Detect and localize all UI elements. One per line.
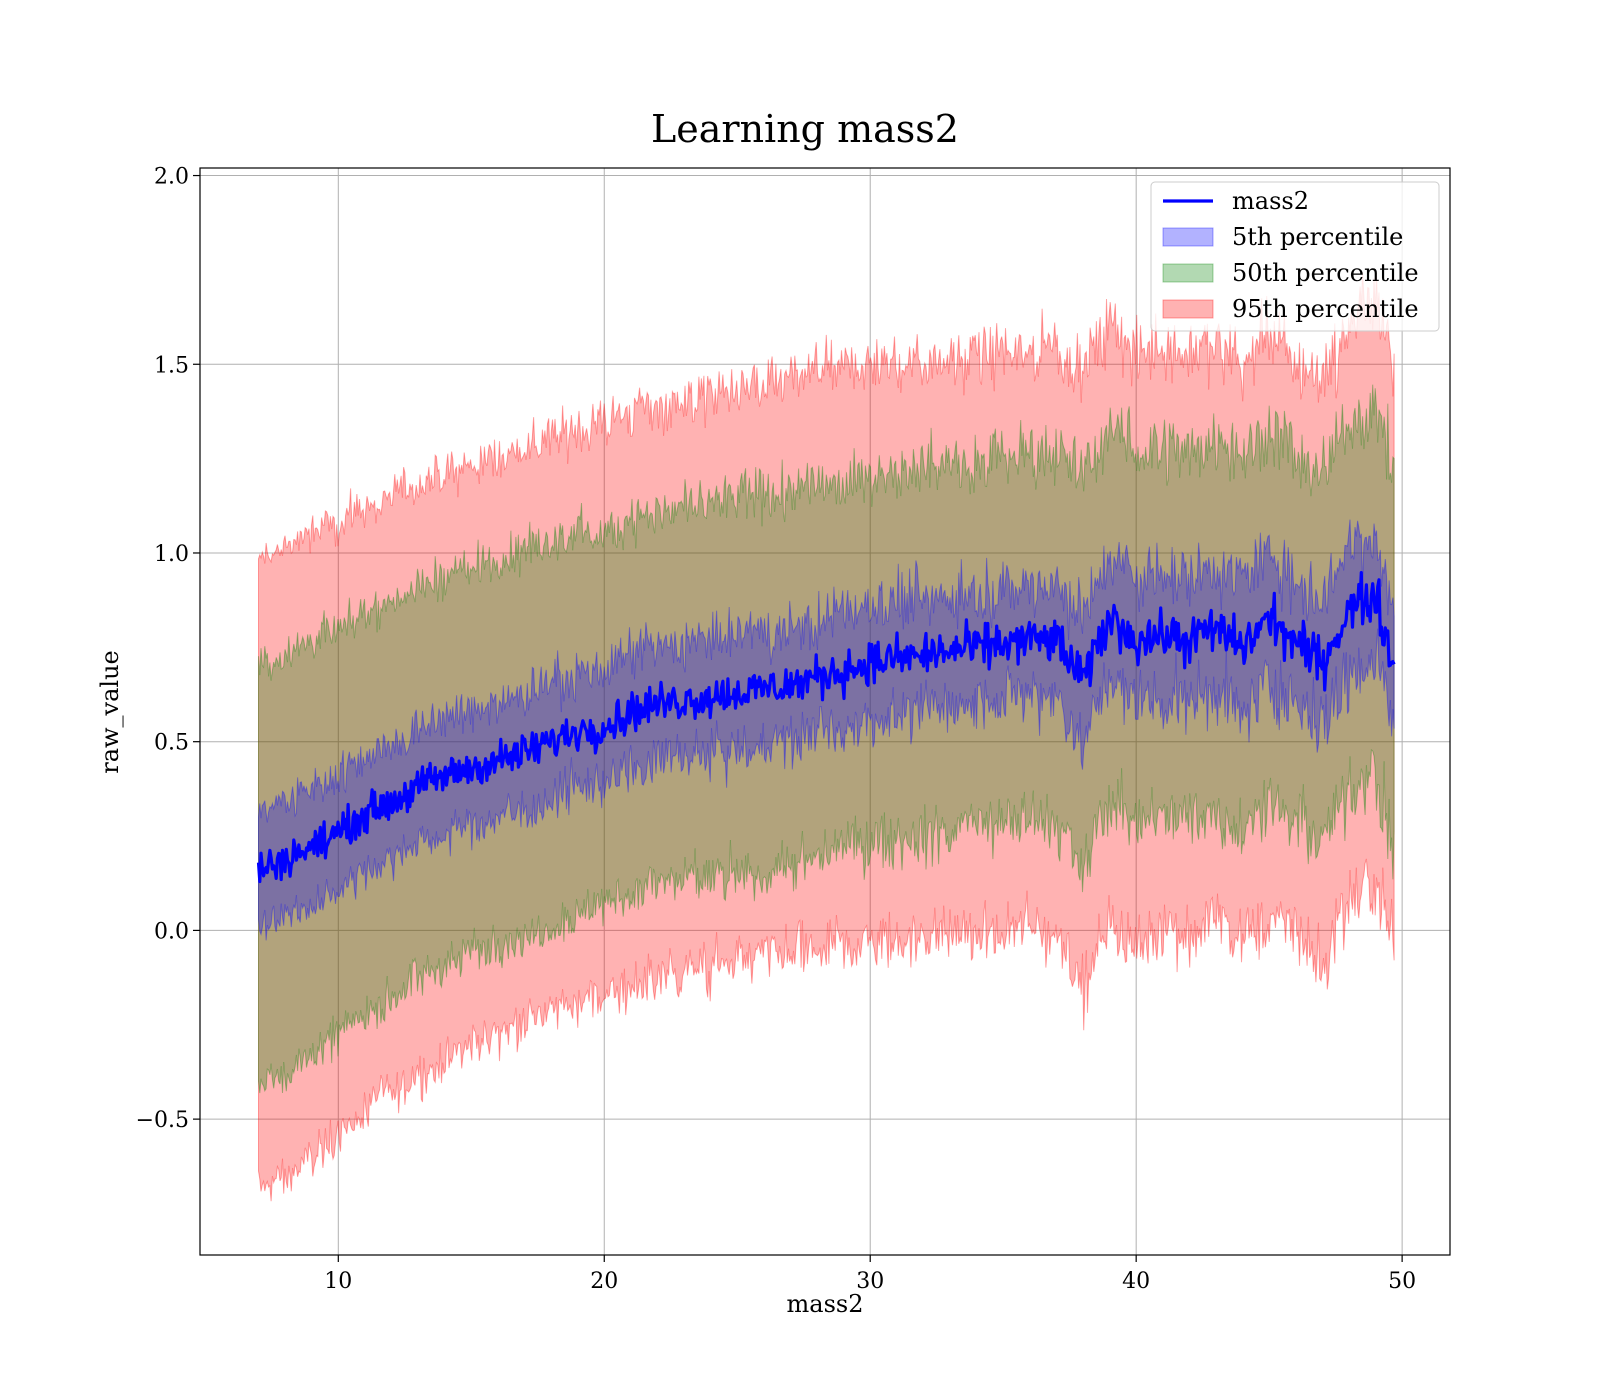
legend-swatch-icon [1162,299,1214,319]
legend-label: 5th percentile [1232,223,1403,251]
y-tick-label: 1.5 [154,353,189,378]
x-tick-label: 50 [1388,1269,1416,1294]
y-axis-label: raw_value [96,650,124,774]
series-line-mass2 [256,570,1396,884]
y-tick-label: 0.0 [154,919,189,944]
band-50th-percentile [258,384,1395,1094]
y-tick-label: 0.5 [154,731,189,756]
legend-label: 95th percentile [1232,295,1419,323]
legend-swatch-icon [1162,263,1214,283]
plot-frame [199,167,1451,1256]
y-tick-label: 1.0 [154,542,189,567]
band-95th-percentile [258,272,1395,1202]
x-tick-label: 20 [590,1269,618,1294]
x-tick-label: 10 [324,1269,352,1294]
y-axis-ticks: −0.5 0.0 0.5 1.0 1.5 2.0 [136,165,200,1133]
x-axis-ticks: 10 20 30 40 50 [324,1255,1416,1294]
percentile-bands [258,272,1395,1202]
y-tick-label: 2.0 [154,165,189,190]
x-tick-label: 30 [856,1269,884,1294]
legend-label: mass2 [1232,187,1309,215]
x-axis-label: mass2 [787,1290,864,1318]
chart-title: Learning mass2 [651,107,959,151]
y-tick-label: −0.5 [136,1108,189,1133]
series-lines [256,570,1396,884]
grid [200,168,1450,1255]
x-tick-label: 40 [1122,1269,1150,1294]
legend-box [1150,181,1440,332]
legend-swatch-icon [1162,227,1214,247]
legend-label: 50th percentile [1232,259,1419,287]
legend: mass2 5th percentile 50th percentile 95th p… [1150,181,1440,332]
